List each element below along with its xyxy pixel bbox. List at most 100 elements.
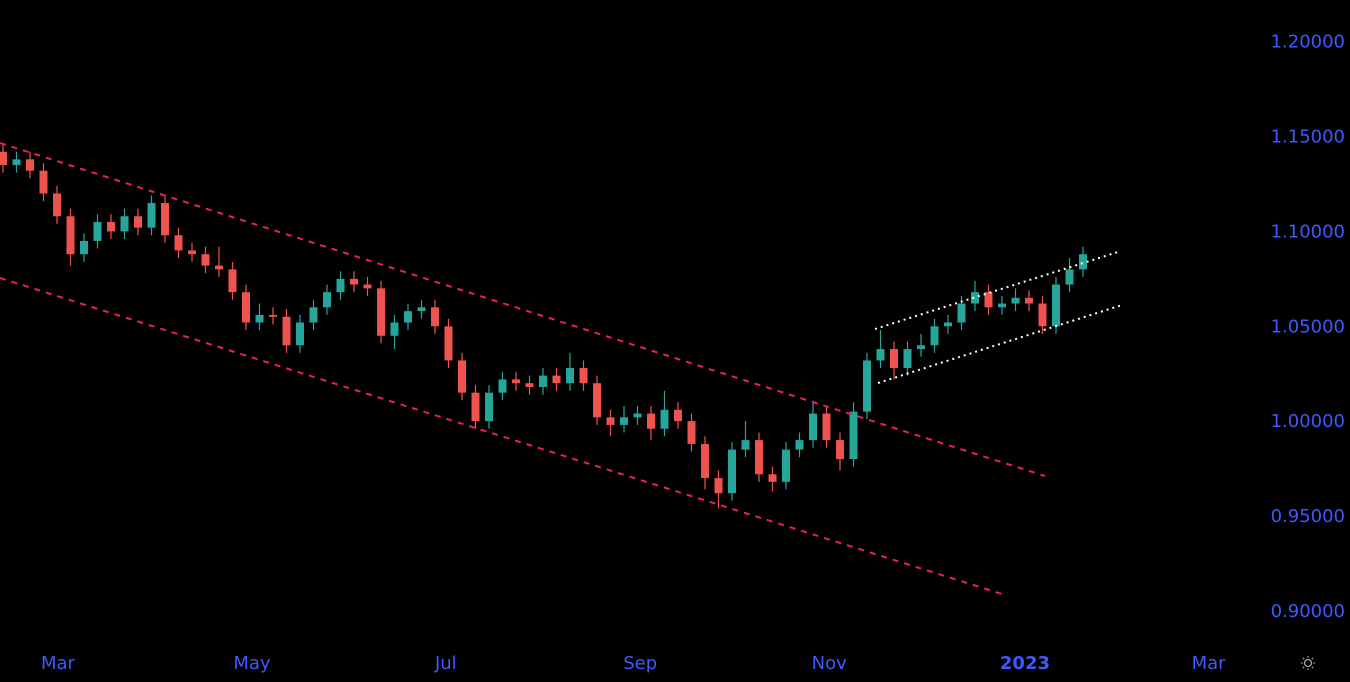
candle-body <box>25 159 34 171</box>
candle-body <box>390 322 399 336</box>
candle-body <box>876 349 885 361</box>
trend-line <box>0 142 1046 477</box>
candle-body <box>322 292 331 308</box>
candle-body <box>579 368 588 384</box>
x-tick-label: Nov <box>812 653 847 674</box>
candle-body <box>268 314 277 317</box>
candle-body <box>1065 269 1074 285</box>
candle-body <box>187 250 196 255</box>
candle-body <box>836 440 845 460</box>
candle-body <box>566 368 575 384</box>
candle-body <box>768 474 777 482</box>
candle-body <box>1011 297 1020 304</box>
candle-body <box>1079 254 1088 270</box>
candle-body <box>485 392 494 422</box>
candle-body <box>741 440 750 450</box>
candle-body <box>457 360 466 393</box>
candle-body <box>201 254 210 266</box>
y-tick-label: 1.10000 <box>1271 221 1345 242</box>
candle-body <box>295 322 304 346</box>
x-tick-label: Mar <box>1192 653 1227 674</box>
candle-body <box>336 278 345 293</box>
candle-body <box>471 392 480 422</box>
candle-body <box>1038 303 1047 327</box>
candle-body <box>147 202 156 228</box>
candle-body <box>674 409 683 422</box>
candle-body <box>376 288 385 336</box>
candle-body <box>214 265 223 270</box>
candle-body <box>957 303 966 323</box>
candle-body <box>66 216 75 255</box>
candle-body <box>714 478 723 494</box>
x-tick-label: Sep <box>623 653 657 674</box>
candle-body <box>687 421 696 444</box>
candle-body <box>890 349 899 369</box>
channel-line <box>877 304 1123 384</box>
candle-body <box>430 307 439 327</box>
y-tick-label: 0.95000 <box>1271 506 1345 527</box>
candle-body <box>255 314 264 323</box>
candle-body <box>863 360 872 412</box>
y-tick-label: 1.05000 <box>1271 316 1345 337</box>
candle-body <box>795 440 804 450</box>
candle-body <box>984 292 993 308</box>
candle-body <box>133 216 142 228</box>
settings-icon[interactable] <box>1301 656 1315 670</box>
candle-body <box>606 417 615 425</box>
candle-body <box>52 193 61 217</box>
candle-body <box>444 326 453 361</box>
candle-body <box>228 269 237 293</box>
candle-body <box>849 411 858 460</box>
candle-body <box>12 159 21 166</box>
x-tick-label: 2023 <box>1000 653 1050 674</box>
candle-body <box>660 409 669 429</box>
candle-body <box>160 202 169 236</box>
x-tick-label: May <box>233 653 271 674</box>
channel-line <box>874 251 1119 330</box>
candle-body <box>1025 297 1034 304</box>
candle-body <box>363 284 372 289</box>
trend-line <box>0 277 1006 596</box>
candle-body <box>241 292 250 323</box>
candle-body <box>498 379 507 393</box>
candle-body <box>593 383 602 418</box>
y-tick-label: 1.20000 <box>1271 32 1345 53</box>
candle-body <box>755 440 764 475</box>
candles <box>0 144 1088 509</box>
x-tick-label: Mar <box>41 653 76 674</box>
y-tick-label: 1.15000 <box>1271 127 1345 148</box>
candle-body <box>120 216 129 232</box>
y-tick-label: 1.00000 <box>1271 411 1345 432</box>
candle-body <box>930 326 939 346</box>
candle-body <box>647 413 656 429</box>
candle-body <box>944 322 953 327</box>
y-tick-label: 0.90000 <box>1271 601 1345 622</box>
candle-body <box>822 413 831 441</box>
candle-body <box>309 307 318 323</box>
candle-body <box>539 375 548 387</box>
candle-body <box>349 278 358 285</box>
candle-body <box>620 417 629 425</box>
candle-body <box>106 221 115 232</box>
candle-body <box>0 151 7 166</box>
candle-body <box>971 292 980 304</box>
candle-body <box>174 235 183 251</box>
x-tick-label: Jul <box>434 653 457 674</box>
candle-body <box>39 170 48 194</box>
candle-body <box>552 375 561 384</box>
candle-body <box>1052 284 1061 327</box>
candle-body <box>403 311 412 323</box>
candle-body <box>701 443 710 479</box>
candle-body <box>809 413 818 441</box>
candle-body <box>417 307 426 312</box>
candle-body <box>93 221 102 241</box>
candle-body <box>633 413 642 418</box>
candle-body <box>525 383 534 387</box>
candle-body <box>903 349 912 369</box>
candle-body <box>917 345 926 350</box>
candle-body <box>512 379 521 384</box>
candle-body <box>79 240 88 255</box>
candle-body <box>282 316 291 346</box>
